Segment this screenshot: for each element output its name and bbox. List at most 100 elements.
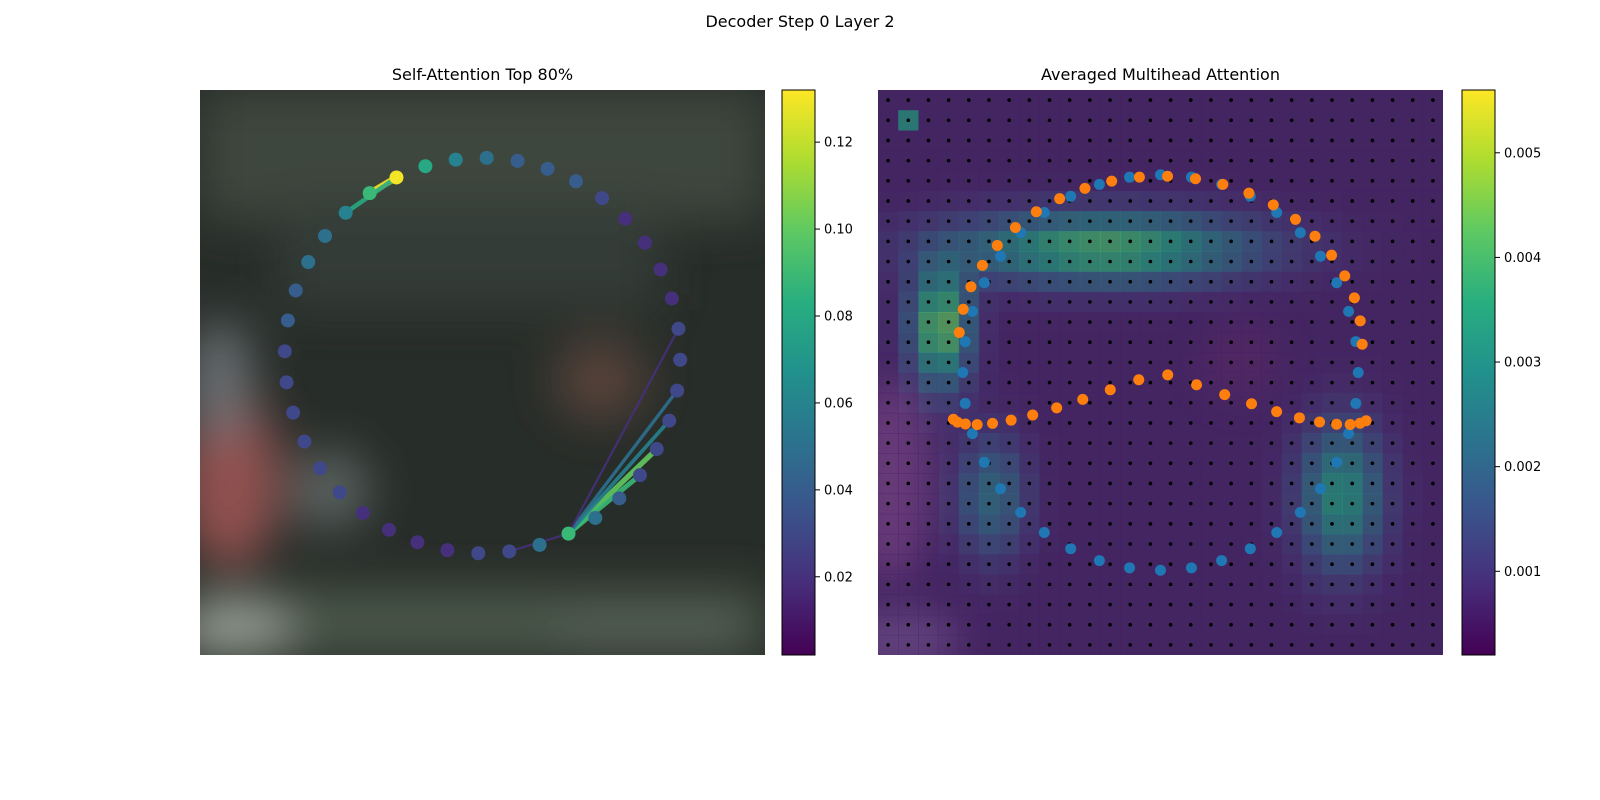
grid-dot (1148, 481, 1153, 486)
grid-dot (1047, 380, 1052, 385)
grid-dot (1310, 340, 1314, 345)
grid-dot (1249, 501, 1254, 506)
grid-dot (987, 441, 991, 445)
grid-dot (906, 380, 911, 385)
grid-dot (926, 542, 931, 546)
grid-dot (1350, 239, 1354, 244)
grid-dot (886, 279, 890, 284)
sampled-point (1246, 398, 1258, 410)
grid-dot (946, 118, 951, 123)
grid-dot (1088, 340, 1092, 345)
grid-dot (1350, 522, 1354, 526)
grid-dot (906, 643, 911, 647)
grid-dot (1168, 562, 1173, 566)
grid-dot (1229, 481, 1233, 486)
grid-dot (1370, 259, 1375, 264)
grid-dot (1289, 602, 1294, 607)
grid-dot (987, 542, 991, 546)
grid-dot (1128, 542, 1133, 546)
grid-dot (906, 279, 911, 284)
grid-dot (1209, 421, 1213, 425)
grid-dot (926, 219, 931, 223)
grid-dot (1128, 461, 1133, 466)
grid-dot (1330, 360, 1334, 365)
grid-dot (1330, 98, 1334, 102)
grid-dot (1350, 360, 1354, 365)
grid-dot (967, 179, 971, 183)
grid-dot (1390, 118, 1395, 123)
grid-dot (946, 582, 951, 587)
grid-dot (1269, 421, 1274, 425)
grid-dot (1088, 259, 1092, 264)
grid-dot (1370, 158, 1375, 163)
grid-dot (1027, 582, 1032, 587)
grid-dot (1027, 421, 1032, 425)
grid-dot (1209, 239, 1213, 244)
grid-dot (1390, 622, 1395, 627)
grid-dot (1168, 360, 1173, 365)
grid-dot (1350, 461, 1354, 466)
grid-dot (886, 360, 890, 365)
grid-dot (1370, 400, 1375, 405)
grid-dot (1027, 179, 1032, 183)
grid-dot (1108, 622, 1112, 627)
grid-dot (1168, 320, 1173, 324)
grid-dot (1168, 582, 1173, 587)
grid-dot (1330, 320, 1334, 324)
grid-dot (1289, 259, 1294, 264)
grid-dot (1431, 259, 1435, 264)
attention-node (653, 262, 668, 277)
grid-dot (1188, 360, 1193, 365)
grid-dot (1350, 643, 1354, 647)
grid-dot (1249, 360, 1254, 365)
grid-dot (1148, 199, 1153, 203)
sampled-point (1217, 178, 1229, 190)
grid-dot (1229, 562, 1233, 566)
grid-dot (1108, 643, 1112, 647)
grid-dot (1148, 300, 1153, 304)
grid-dot (1188, 461, 1193, 466)
colorbar-tick-label: 0.06 (824, 396, 853, 411)
grid-dot (1188, 259, 1193, 264)
grid-dot (1148, 360, 1153, 365)
grid-dot (1007, 562, 1011, 566)
grid-dot (1249, 643, 1254, 647)
grid-dot (906, 522, 911, 526)
grid-dot (1209, 461, 1213, 466)
grid-dot (1289, 380, 1294, 385)
grid-dot (1310, 602, 1314, 607)
grid-dot (1249, 138, 1254, 143)
grid-dot (1148, 441, 1153, 445)
grid-dot (1148, 542, 1153, 546)
grid-dot (1310, 582, 1314, 587)
attention-node (318, 228, 333, 243)
grid-dot (1088, 300, 1092, 304)
grid-dot (1007, 138, 1011, 143)
grid-dot (1188, 320, 1193, 324)
grid-dot (1047, 239, 1052, 244)
reference-point (1294, 227, 1306, 239)
grid-dot (1229, 421, 1233, 425)
grid-dot (1067, 441, 1072, 445)
grid-dot (1088, 279, 1092, 284)
grid-dot (1128, 643, 1133, 647)
grid-dot (967, 461, 971, 466)
grid-dot (1088, 320, 1092, 324)
grid-dot (1310, 461, 1314, 466)
grid-dot (1269, 622, 1274, 627)
attention-node (673, 352, 688, 367)
grid-dot (1128, 360, 1133, 365)
grid-dot (1390, 522, 1395, 526)
sampled-point (971, 419, 983, 431)
grid-dot (1209, 441, 1213, 445)
grid-dot (926, 360, 931, 365)
attention-node (448, 152, 463, 167)
grid-dot (1310, 158, 1314, 163)
grid-dot (1108, 400, 1112, 405)
grid-dot (1047, 279, 1052, 284)
grid-dot (946, 158, 951, 163)
grid-dot (1229, 259, 1233, 264)
grid-dot (1229, 219, 1233, 223)
grid-dot (1148, 602, 1153, 607)
grid-dot (1330, 179, 1334, 183)
